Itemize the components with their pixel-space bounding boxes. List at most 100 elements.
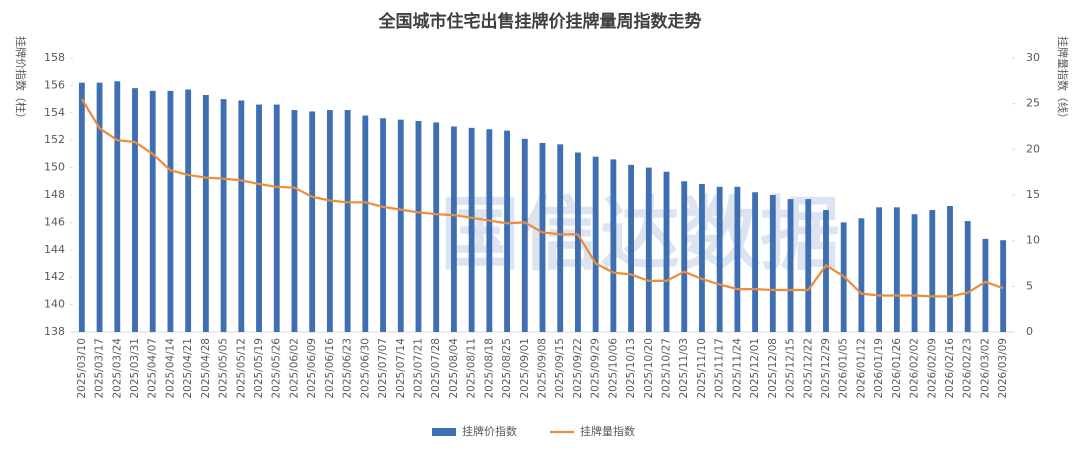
y-tick-label: 156 — [44, 78, 65, 91]
bar — [663, 171, 670, 332]
y2-tick-label: 10 — [1026, 234, 1040, 247]
bar — [699, 184, 705, 332]
x-tick-label: 2025/09/22 — [572, 338, 584, 399]
x-tick-label: 2025/07/07 — [377, 338, 389, 399]
bar — [982, 238, 989, 332]
bar — [433, 122, 440, 332]
bar — [557, 144, 564, 332]
bar — [132, 88, 138, 332]
chart-title: 全国城市住宅出售挂牌价挂牌量周指数走势 — [378, 11, 702, 32]
bar — [486, 129, 493, 332]
bar — [858, 218, 865, 332]
bar — [326, 110, 333, 332]
x-tick-label: 2025/11/03 — [678, 338, 690, 399]
x-tick-label: 2025/09/08 — [537, 338, 549, 399]
y-tick-label: 150 — [44, 161, 65, 174]
bar — [911, 214, 918, 332]
y-tick-label: 142 — [44, 270, 65, 283]
bar — [149, 90, 156, 332]
y-tick-label: 148 — [44, 188, 65, 201]
bar — [929, 210, 936, 332]
x-tick-label: 2025/04/07 — [147, 338, 159, 399]
x-tick-label: 2025/06/23 — [342, 338, 354, 399]
x-tick-label: 2026/02/16 — [944, 338, 956, 399]
y-axis-title: 挂牌价指数（柱） — [14, 36, 28, 124]
bar — [610, 159, 617, 332]
x-tick-label: 2026/03/09 — [997, 338, 1009, 399]
bar — [256, 104, 262, 332]
y2-tick-label: 30 — [1026, 51, 1040, 64]
x-tick-label: 2025/09/01 — [519, 338, 531, 399]
x-tick-label: 2025/10/27 — [661, 338, 673, 399]
x-tick-label: 2025/08/04 — [448, 338, 460, 399]
legend-label: 挂牌量指数 — [580, 424, 635, 438]
x-tick-label: 2026/02/23 — [962, 338, 974, 399]
bar — [539, 142, 546, 332]
bar — [167, 90, 174, 332]
x-tick-label: 2025/04/28 — [200, 338, 212, 399]
x-tick-label: 2026/01/19 — [873, 338, 885, 399]
bar — [362, 115, 369, 332]
x-tick-label: 2025/05/26 — [271, 338, 283, 399]
bar — [344, 110, 351, 332]
x-tick-label: 2025/06/09 — [306, 338, 318, 399]
bar — [1000, 240, 1007, 332]
x-tick-label: 2025/03/31 — [129, 338, 141, 399]
x-tick-label: 2025/03/17 — [94, 338, 106, 399]
bar — [450, 126, 457, 332]
x-tick-label: 2025/09/15 — [554, 338, 566, 399]
x-tick-label: 2025/07/21 — [412, 338, 424, 399]
x-tick-label: 2025/08/11 — [466, 338, 478, 399]
bar — [769, 195, 776, 332]
x-tick-label: 2025/03/10 — [76, 338, 88, 399]
x-tick-label: 2025/05/12 — [235, 338, 247, 399]
x-tick-label: 2026/01/26 — [891, 338, 903, 399]
x-tick-label: 2025/12/01 — [749, 338, 761, 399]
x-tick-label: 2025/06/16 — [324, 338, 336, 399]
x-tick-label: 2026/01/12 — [855, 338, 867, 399]
y2-tick-label: 15 — [1026, 188, 1040, 201]
bar — [947, 205, 953, 332]
x-tick-label: 2025/10/06 — [607, 338, 619, 399]
watermark: 国信达数据 — [440, 188, 840, 281]
bar — [415, 121, 422, 333]
x-tick-label: 2025/08/18 — [483, 338, 495, 399]
bar — [185, 89, 192, 332]
bar — [716, 186, 723, 332]
x-tick-label: 2026/02/02 — [909, 338, 921, 399]
bar — [397, 119, 404, 333]
x-tick-label: 2026/01/05 — [838, 338, 850, 399]
y-tick-label: 158 — [44, 51, 65, 64]
x-tick-label: 2025/09/29 — [590, 338, 602, 399]
x-tick-label: 2025/12/08 — [767, 338, 779, 399]
bar — [504, 130, 510, 332]
bar — [628, 164, 635, 332]
bar — [291, 110, 298, 332]
x-tick-label: 2025/07/14 — [395, 338, 407, 399]
x-tick-label: 2025/11/10 — [696, 338, 708, 399]
bar — [273, 104, 280, 332]
x-tick-label: 2025/11/24 — [731, 338, 743, 399]
x-tick-label: 2025/08/25 — [501, 338, 513, 399]
bar — [752, 192, 759, 332]
bar — [521, 138, 528, 332]
x-tick-label: 2025/05/19 — [253, 338, 265, 399]
x-tick-label: 2026/03/02 — [979, 338, 991, 399]
x-tick-label: 2025/04/21 — [182, 338, 194, 399]
bar — [202, 94, 209, 333]
x-tick-label: 2025/12/15 — [785, 338, 797, 399]
x-tick-label: 2025/06/30 — [359, 338, 371, 399]
bar — [238, 100, 245, 332]
bar — [681, 181, 688, 332]
bar — [468, 127, 475, 333]
bar — [734, 186, 741, 332]
legend-swatch — [432, 428, 456, 436]
bar — [592, 156, 599, 332]
x-tick-label: 2025/10/13 — [625, 338, 637, 399]
line — [80, 98, 1004, 298]
bar — [964, 221, 971, 332]
bar — [893, 207, 900, 332]
y2-tick-label: 0 — [1026, 325, 1033, 338]
x-tick-label: 2025/05/05 — [218, 338, 230, 399]
y2-tick-label: 25 — [1026, 97, 1040, 110]
